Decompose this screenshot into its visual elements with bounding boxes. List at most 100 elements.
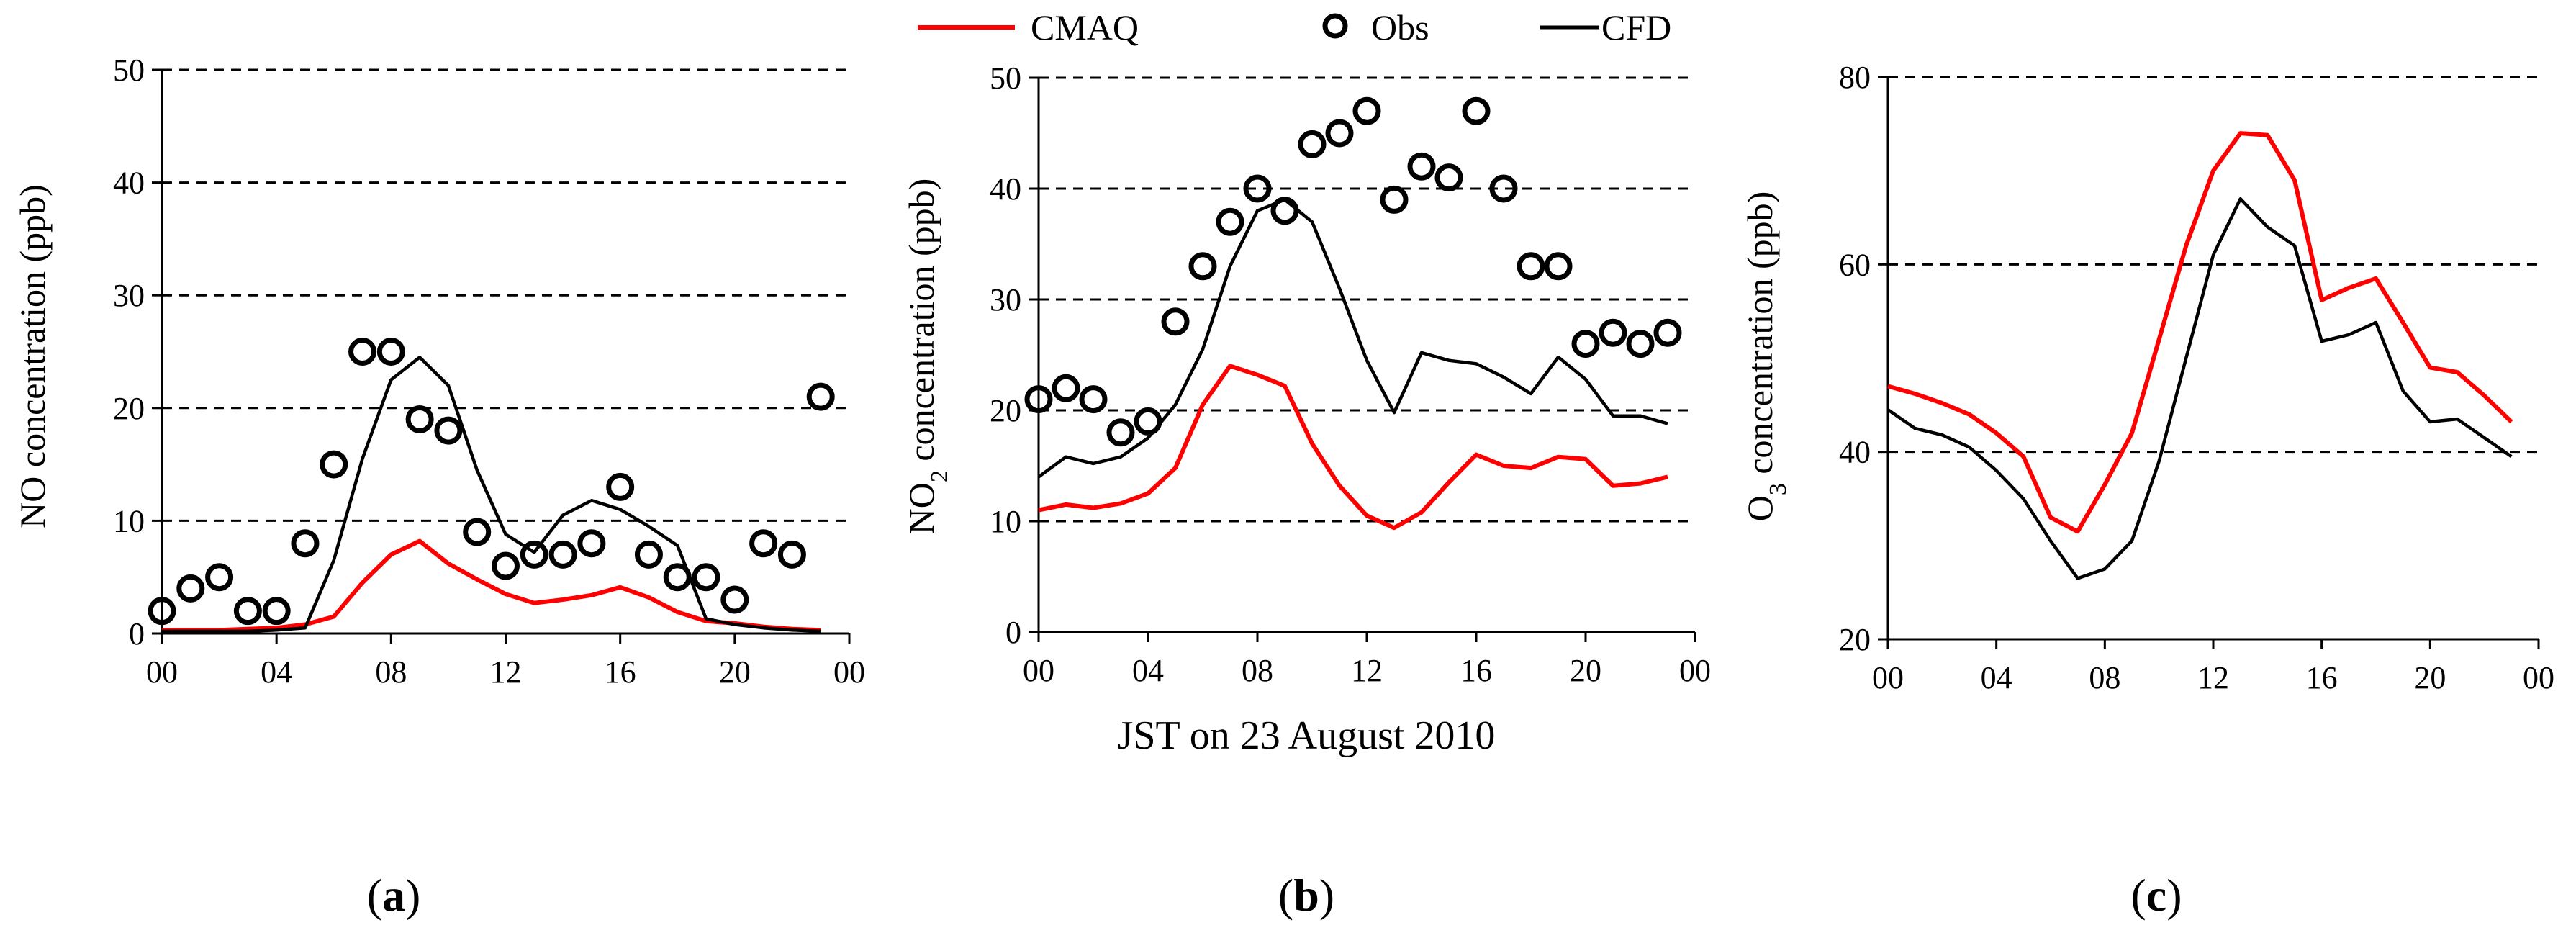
panel-b-obs-point [1188, 252, 1217, 281]
panel-a-obs-point [205, 563, 234, 592]
panel-a-obs-point [233, 597, 262, 626]
panel-a-obs-point [176, 574, 205, 603]
panel-b-grid [1039, 76, 1695, 523]
panel-b-obs-point [1216, 207, 1244, 236]
panel-b-ytick-label: 40 [990, 171, 1021, 207]
panel-c-cfd-line [1886, 197, 2513, 580]
panel-a-obs-point [348, 338, 377, 366]
legend-cmaq-label: CMAQ [1031, 7, 1139, 48]
panel-a-cfd-line [162, 356, 821, 633]
panel-b-obs-point [1052, 374, 1080, 402]
panel-a-obs-point [577, 529, 606, 558]
panel-b-obs-point [1270, 197, 1299, 225]
panel-b-obs-point [1489, 174, 1518, 203]
panel-b-xtick-label: 00 [1023, 653, 1054, 688]
panel-b-obs-point [1599, 318, 1627, 347]
panel-c-xtick-label: 16 [2306, 660, 2338, 695]
panel-b-cmaq-line [1038, 364, 1668, 531]
panel-a-xtick-label: 00 [146, 654, 178, 690]
panel-b-xtick-label: 08 [1242, 653, 1273, 688]
panel-c-ylabel: O3 concentration (ppb) [1740, 191, 1791, 522]
panel-b-obs-point [1024, 385, 1053, 414]
panel-a-obs-point [634, 540, 663, 569]
panel-a-axes: 0 10 20 30 40 50 00 04 08 12 16 20 00 [113, 53, 865, 690]
panel-b-obs-point [1352, 96, 1381, 125]
panel-a-letter: a [382, 870, 405, 921]
panel-a-obs-point [291, 529, 320, 558]
panel-a-ytick-label: 50 [113, 53, 145, 88]
panel-b-xlabel: JST on 23 August 2010 [1118, 713, 1496, 758]
panel-a-obs-point [806, 382, 835, 411]
panel-b-series [1024, 96, 1682, 531]
panel-b-obs-point [1106, 418, 1135, 447]
panel-b-obs-point [1462, 96, 1491, 125]
panel-b: 0 10 20 30 40 50 00 04 08 12 16 20 00 NO2 concentrat… [901, 60, 1711, 921]
panel-a-cmaq-line [162, 538, 821, 633]
panel-b-obs-point [1298, 130, 1327, 158]
panel-b-obs-point [1434, 163, 1463, 192]
panel-b-obs-point [1626, 330, 1655, 358]
panel-a-obs-point [463, 518, 492, 546]
panel-a-obs-point [749, 529, 778, 558]
panel-c-xtick-label: 20 [2414, 660, 2446, 695]
panel-a-ylabel: NO concentration (ppb) [12, 184, 53, 528]
panel-c-letter: c [2146, 870, 2166, 921]
panel-b-letter: b [1293, 870, 1319, 921]
panel-c-cmaq-line [1887, 131, 2513, 534]
panel-a-ytick-label: 10 [113, 503, 145, 538]
panel-c-xtick-label: 00 [2523, 660, 2554, 695]
panel-c-series [1886, 131, 2513, 580]
panel-b-label: (b) [1278, 870, 1334, 921]
panel-a-obs-point [376, 338, 405, 366]
legend: CMAQ Obs CFD [918, 7, 1671, 48]
panel-a-obs-point [148, 597, 176, 626]
panel-b-obs-point [1407, 152, 1436, 181]
panel-c-label: (c) [2130, 870, 2182, 921]
panel-a-obs-point [692, 563, 720, 592]
panel-c-xtick-label: 12 [2197, 660, 2229, 695]
panel-b-cfd-line [1037, 198, 1668, 479]
panel-b-ylabel: NO2 concentration (ppb) [901, 179, 953, 535]
panel-b-xtick-label: 20 [1570, 653, 1601, 688]
panel-a-obs-point [320, 450, 348, 479]
panel-a-obs-point [492, 551, 520, 580]
panel-b-ytick-label: 30 [990, 282, 1021, 317]
panel-a-ytick-label: 0 [129, 616, 145, 651]
legend-obs-label: Obs [1371, 7, 1429, 48]
panel-b-ytick-label: 20 [990, 393, 1021, 428]
panel-b-obs-point [1544, 252, 1573, 281]
panel-a-grid [162, 68, 849, 522]
panel-c-ytick-label: 20 [1839, 622, 1871, 657]
panel-a-ytick-label: 30 [113, 278, 145, 313]
panel-c-ytick-label: 80 [1839, 60, 1871, 95]
panel-b-xtick-label: 00 [1679, 653, 1711, 688]
panel-a-xtick-label: 12 [490, 654, 522, 690]
panel-b-ytick-label: 0 [1005, 615, 1021, 650]
panel-a-obs-point [606, 472, 635, 501]
panel-b-xtick-label: 16 [1460, 653, 1492, 688]
panel-a-xtick-label: 08 [375, 654, 407, 690]
panel-b-axes: 0 10 20 30 40 50 00 04 08 12 16 20 00 [990, 60, 1711, 688]
panel-a-label: (a) [367, 870, 421, 921]
panel-b-xtick-label: 12 [1351, 653, 1383, 688]
panel-a-obs-point [548, 540, 577, 569]
panel-a-ytick-label: 40 [113, 166, 145, 201]
legend-obs-marker [1322, 13, 1348, 39]
panel-b-obs-point [1517, 252, 1545, 281]
panel-a-obs-point [262, 597, 291, 626]
panel-a-xtick-label: 04 [261, 654, 292, 690]
panel-a-xtick-label: 20 [719, 654, 751, 690]
panel-c-ytick-label: 60 [1839, 247, 1871, 282]
panel-b-ytick-label: 10 [990, 504, 1021, 539]
panel-a-ytick-label: 20 [113, 391, 145, 426]
panel-b-obs-point [1134, 407, 1162, 436]
panel-a-obs-point [663, 563, 692, 592]
panel-b-obs-point [1161, 307, 1190, 336]
panel-c-ytick-label: 40 [1839, 435, 1871, 470]
panel-c-grid [1888, 76, 2539, 454]
panel-b-xtick-label: 04 [1132, 653, 1164, 688]
panel-b-ytick-label: 50 [990, 60, 1021, 96]
panel-b-obs-point [1571, 330, 1600, 358]
